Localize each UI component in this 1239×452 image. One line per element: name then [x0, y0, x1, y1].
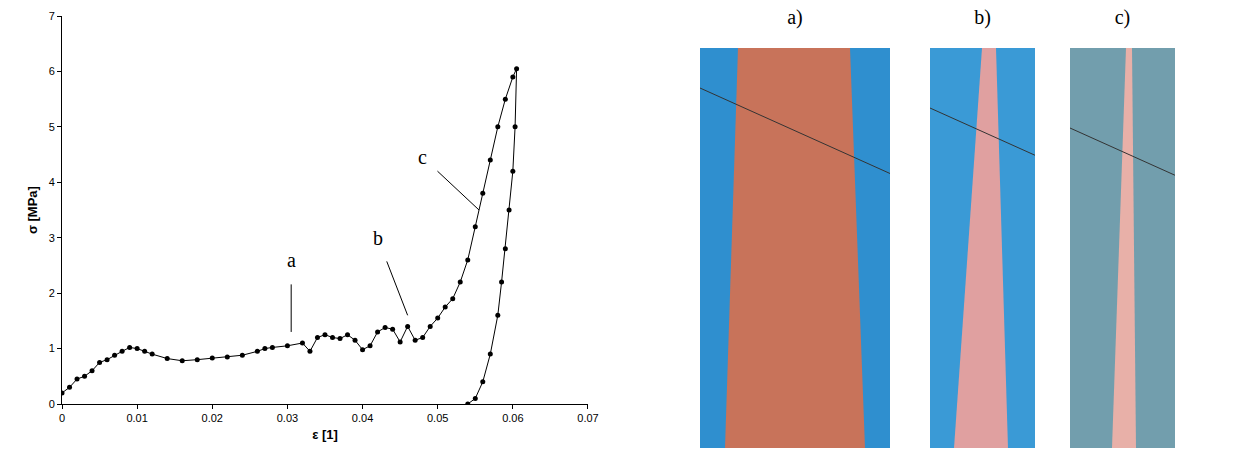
html-text:c): c): [1114, 6, 1131, 28]
html-text:b): b): [974, 6, 991, 28]
svg-text:0.07: 0.07: [577, 412, 598, 424]
svg-text:σ [MPa]: σ [MPa]: [25, 186, 40, 234]
svg-text:0.02: 0.02: [202, 412, 223, 424]
svg-text:b: b: [373, 227, 383, 249]
html-text:a): a): [787, 6, 803, 28]
svg-text:0.05: 0.05: [427, 412, 448, 424]
svg-text:5: 5: [49, 121, 55, 133]
svg-text:c: c: [418, 146, 427, 168]
svg-text:2: 2: [49, 287, 55, 299]
svg-text:1: 1: [49, 342, 55, 354]
svg-text:7: 7: [49, 10, 55, 22]
svg-text:a: a: [287, 249, 296, 271]
svg-text:6: 6: [49, 65, 55, 77]
svg-text:0.03: 0.03: [277, 412, 298, 424]
svg-text:0.04: 0.04: [352, 412, 373, 424]
svg-text:0: 0: [59, 412, 65, 424]
svg-text:3: 3: [49, 232, 55, 244]
svg-text:0: 0: [49, 398, 55, 410]
svg-text:4: 4: [49, 176, 55, 188]
svg-text:ε [1]: ε [1]: [312, 427, 338, 442]
svg-text:0.01: 0.01: [126, 412, 147, 424]
svg-text:0.06: 0.06: [502, 412, 523, 424]
